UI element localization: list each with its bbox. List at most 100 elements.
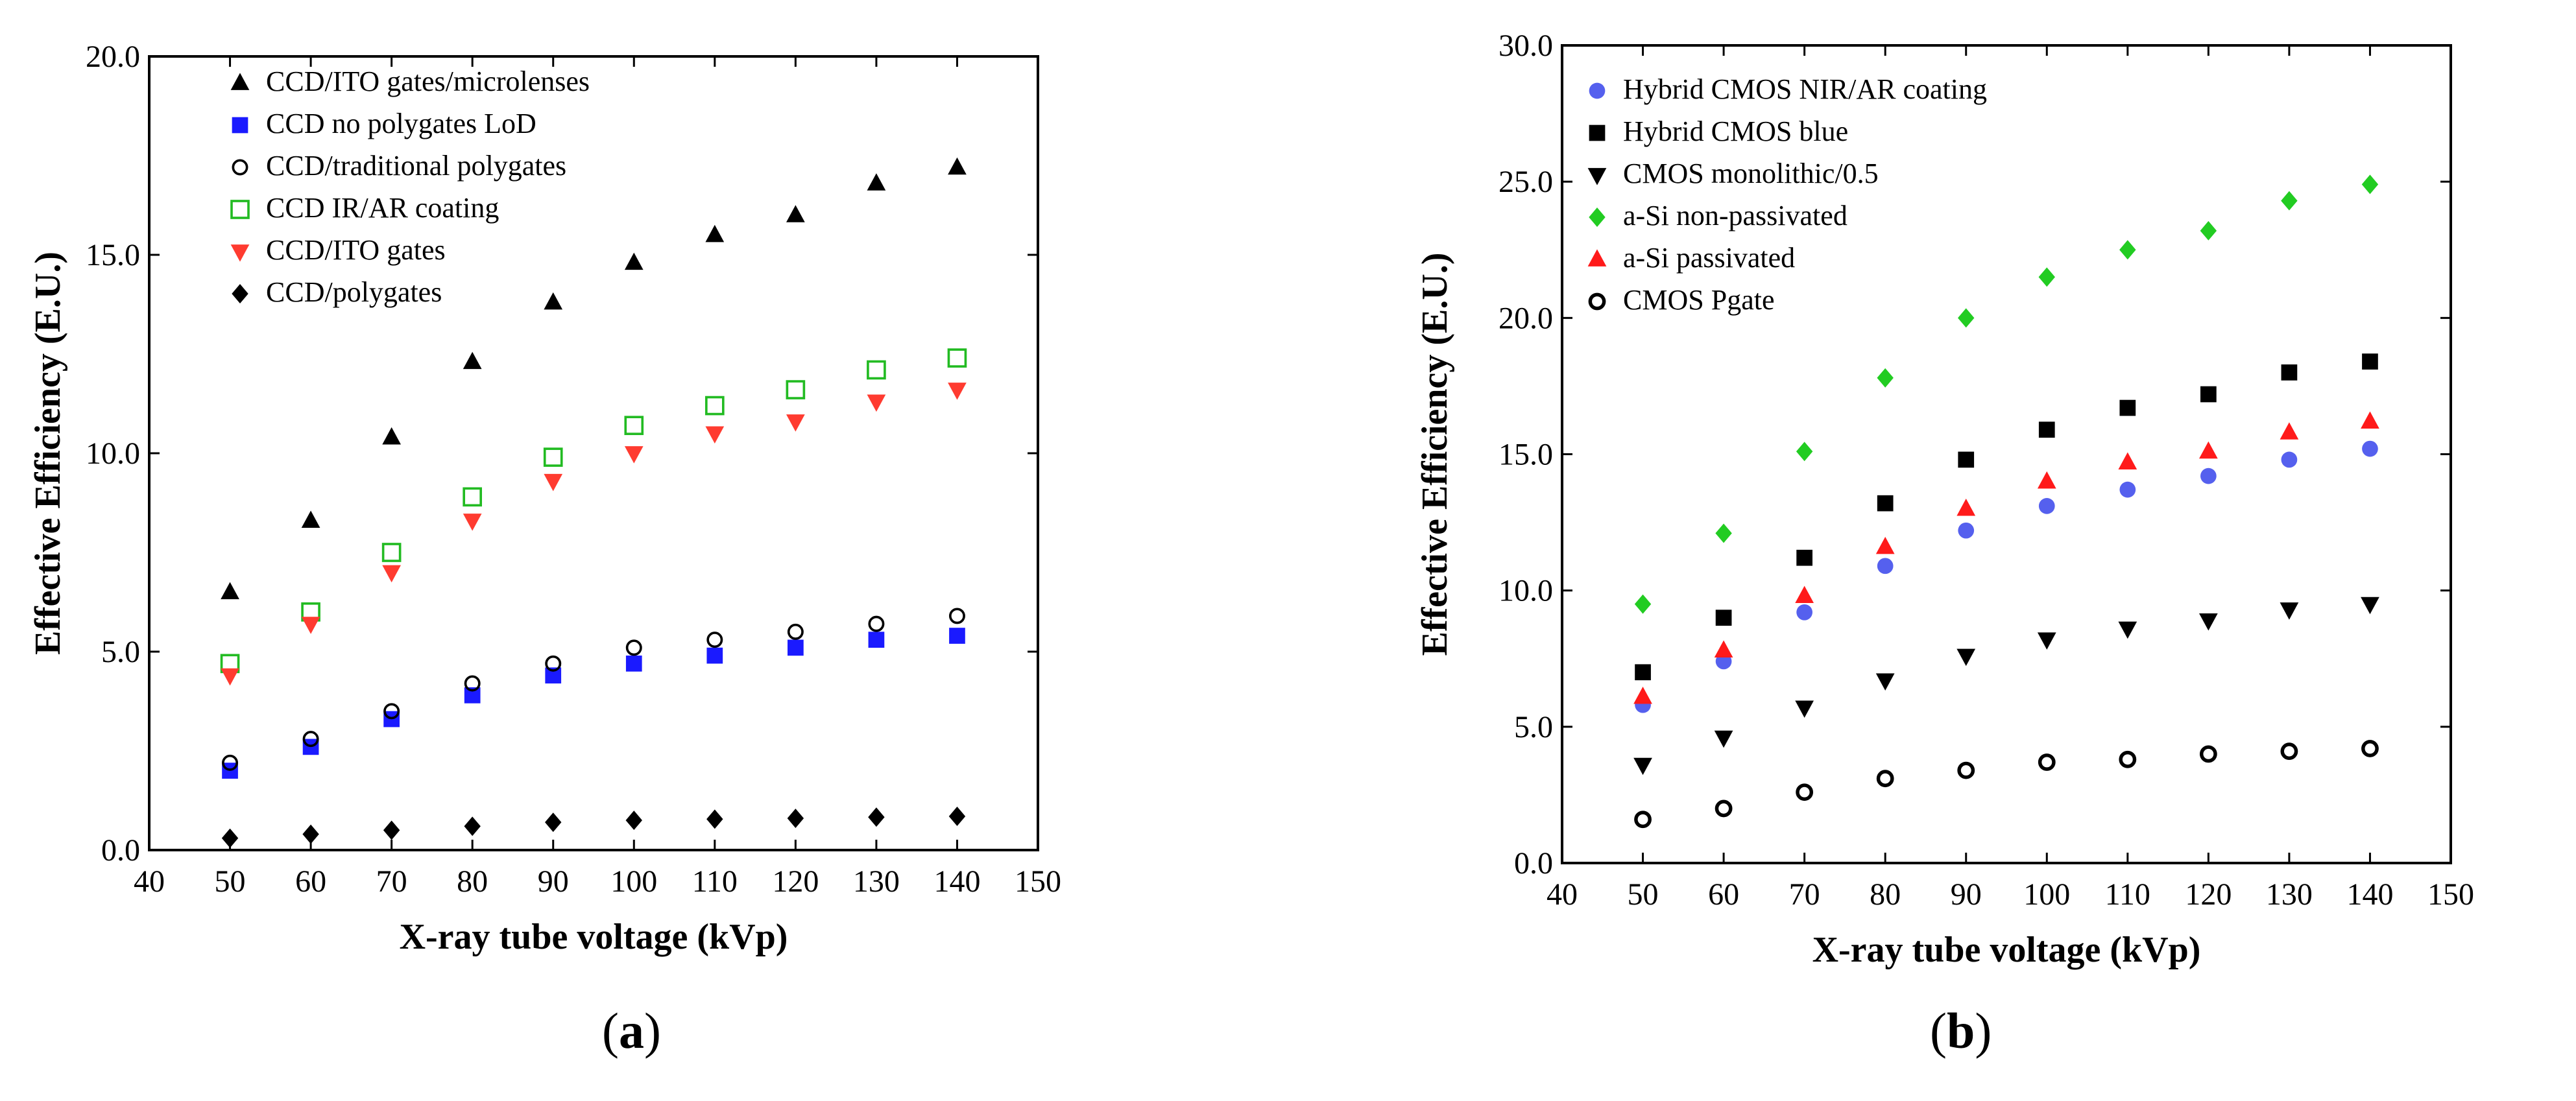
chart-a-legend-marker bbox=[230, 200, 250, 219]
chart-a-series-ccd-no-polygates-lod bbox=[222, 628, 965, 779]
chart-a-point bbox=[705, 224, 725, 243]
chart-b-point bbox=[1796, 442, 1813, 462]
chart-b-point bbox=[1877, 558, 1894, 574]
chart-a-point bbox=[868, 807, 885, 827]
chart-a-point bbox=[625, 656, 642, 672]
chart-b-series-a-si-passivated bbox=[1633, 411, 2379, 704]
chart-a-point bbox=[624, 416, 644, 435]
chart-a-point bbox=[543, 447, 563, 467]
chart-b-x-tick-label: 130 bbox=[2266, 877, 2313, 912]
chart-a-legend-label: CCD/ITO gates/microlenses bbox=[266, 65, 590, 97]
chart-a-point bbox=[222, 754, 239, 771]
chart-b-point bbox=[2199, 613, 2218, 631]
chart-a-legend-marker bbox=[232, 117, 248, 134]
chart-b-legend-marker bbox=[1588, 292, 1606, 311]
chart-a-point bbox=[463, 351, 482, 370]
chart-b-point bbox=[1633, 686, 1652, 704]
chart-a-point bbox=[705, 426, 725, 444]
chart-a-point bbox=[706, 809, 723, 829]
chart-a-x-tick-label: 120 bbox=[772, 864, 819, 899]
chart-b-point bbox=[2361, 411, 2379, 429]
chart-a-point bbox=[464, 816, 481, 836]
chart-a-point bbox=[463, 514, 482, 531]
chart-b-point bbox=[1634, 811, 1652, 829]
chart-a-point bbox=[786, 414, 805, 432]
chart-a-point bbox=[706, 647, 723, 664]
chart-b-point bbox=[1956, 498, 1976, 516]
chart-a-point bbox=[787, 623, 804, 640]
chart-b-point bbox=[2038, 498, 2055, 514]
chart-a-y-tick-label: 0.0 bbox=[101, 833, 140, 868]
chart-a-point bbox=[221, 582, 239, 600]
chart-a-legend-label: CCD IR/AR coating bbox=[266, 192, 499, 224]
chart-b-point bbox=[1715, 610, 1732, 626]
chart-a-x-tick-label: 80 bbox=[457, 864, 488, 899]
chart-a-point bbox=[381, 543, 402, 562]
chart-b-point bbox=[1715, 799, 1733, 818]
chart-a-point bbox=[948, 807, 966, 826]
chart-a-x-ticks: 40 50 60 70 80 90 100 110 120 130 140 150 bbox=[134, 56, 1061, 899]
chart-a-point bbox=[624, 446, 644, 464]
chart-b-point bbox=[1634, 594, 1652, 614]
chart-b-point bbox=[2281, 451, 2298, 468]
chart-a-point bbox=[948, 608, 965, 624]
chart-a-point bbox=[948, 383, 967, 400]
chart-a-legend-marker bbox=[230, 244, 250, 262]
chart-a-point bbox=[545, 655, 562, 672]
chart-a-series-ccd-ir-ar-coating bbox=[220, 348, 967, 674]
chart-a-series-ccd-polygates bbox=[221, 807, 966, 848]
chart-b-legend: Hybrid CMOS NIR/AR coating Hybrid CMOS bl… bbox=[1587, 73, 1987, 316]
chart-a-point bbox=[868, 632, 885, 648]
chart-a-point bbox=[787, 809, 804, 828]
chart-a-series-ccd-ito-gates-microlenses bbox=[221, 157, 967, 600]
chart-b-legend-label: a-Si passivated bbox=[1623, 242, 1795, 274]
chart-b-point bbox=[2281, 191, 2298, 211]
chart-a-x-tick-label: 70 bbox=[376, 864, 407, 899]
chart-a-y-tick-label: 15.0 bbox=[86, 238, 140, 272]
chart-a-point bbox=[383, 820, 400, 840]
chart-a-point bbox=[221, 828, 239, 848]
chart-a-legend-marker bbox=[232, 284, 248, 303]
chart-a-point bbox=[867, 360, 886, 380]
chart-b-point bbox=[2362, 353, 2378, 370]
chart-b-x-tick-label: 80 bbox=[1870, 877, 1901, 912]
chart-b-point bbox=[1633, 757, 1652, 775]
chart-b-y-tick-label: 30.0 bbox=[1499, 29, 1553, 63]
chart-a-point bbox=[949, 628, 965, 644]
chart-b-x-ticks: 40 50 60 70 80 90 100 110 120 130 140 150 bbox=[1547, 45, 2474, 912]
chart-b-x-tick-label: 100 bbox=[2023, 877, 2070, 912]
chart-b-point bbox=[2361, 740, 2379, 757]
chart-b-x-tick-label: 40 bbox=[1547, 877, 1578, 912]
chart-b-y-tick-label: 25.0 bbox=[1499, 165, 1553, 199]
chart-a-legend-label: CCD/ITO gates bbox=[266, 234, 446, 266]
chart-b-point bbox=[1795, 586, 1814, 603]
chart-b-series-hybrid-cmos-nir-ar-coating bbox=[1635, 440, 2378, 713]
chart-b-point bbox=[1715, 523, 1732, 543]
chart-panel-b: 40 50 60 70 80 90 100 110 120 130 140 150 0.0 5.0 10.0… bbox=[1288, 0, 2576, 1101]
chart-b-point bbox=[2037, 632, 2056, 650]
chart-b-point bbox=[2280, 602, 2299, 620]
chart-b-point bbox=[1957, 761, 1975, 779]
chart-a-x-tick-label: 150 bbox=[1015, 864, 1061, 899]
chart-b-point bbox=[1956, 648, 1976, 667]
chart-a-point bbox=[463, 487, 483, 507]
chart-b-x-tick-label: 140 bbox=[2346, 877, 2393, 912]
chart-a-point bbox=[704, 396, 725, 416]
chart-b-series-cmos-monolithic-0-5 bbox=[1633, 597, 2379, 775]
chart-a-x-axis-label: X-ray tube voltage (kVp) bbox=[400, 917, 788, 957]
chart-a-y-ticks: 0.0 5.0 10.0 15.0 20.0 bbox=[86, 40, 1038, 868]
chart-b-point bbox=[2119, 399, 2136, 416]
chart-b-point bbox=[2199, 441, 2218, 459]
chart-b-point bbox=[1877, 495, 1894, 512]
chart-a-series-ccd-traditional-polygates bbox=[222, 608, 965, 771]
chart-a-x-tick-label: 90 bbox=[538, 864, 569, 899]
chart-b-point bbox=[2037, 471, 2056, 489]
chart-b-point bbox=[1796, 783, 1814, 801]
chart-a-point bbox=[544, 292, 563, 310]
chart-b-point bbox=[2038, 753, 2056, 771]
chart-b-point bbox=[2281, 364, 2298, 381]
chart-a-point bbox=[624, 252, 644, 270]
chart-b-legend-label: Hybrid CMOS blue bbox=[1623, 115, 1848, 147]
chart-b-legend-marker bbox=[1587, 249, 1607, 266]
chart-a-x-tick-label: 50 bbox=[215, 864, 246, 899]
